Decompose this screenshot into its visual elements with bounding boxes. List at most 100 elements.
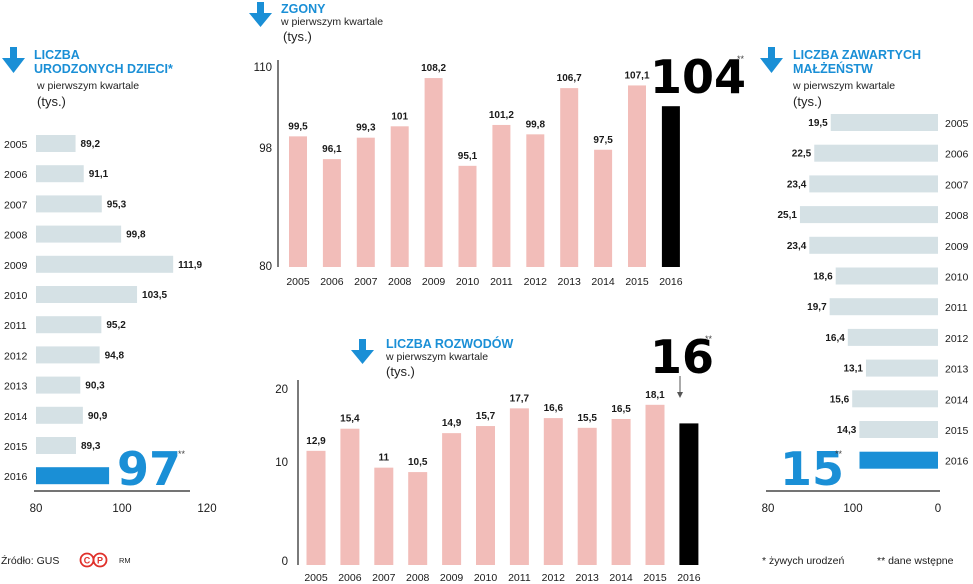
deaths-year-label: 2009 [422,276,446,288]
births-value-label: 91,1 [89,169,109,180]
svg-text:C: C [84,556,91,566]
marriages-bar [852,390,938,408]
divorces-tick-20: 20 [275,384,288,396]
arrow-down-icon [2,47,25,73]
marriages-value-label: 18,6 [813,272,833,283]
births-bar [36,406,83,424]
divorces-bar [679,423,699,565]
deaths-tick-110: 110 [254,62,272,74]
deaths-value-label: 99,8 [526,119,546,130]
marriages-bar [835,267,938,285]
divorces-value-label: 10,5 [408,457,428,468]
births-value-label: 103,5 [142,290,167,301]
footnote-births: * żywych urodzeń [762,555,844,567]
divorces-title: LICZBA ROZWODÓW [386,336,513,351]
marriages-year-label: 2010 [945,272,969,284]
births-highlight-value: 97 [117,442,181,496]
marriages-value-label: 23,4 [787,241,807,252]
divorces-year-label: 2013 [576,572,600,584]
marriages-value-label: 23,4 [787,179,807,190]
births-title-line1: LICZBA [34,48,80,62]
marriages-bar [809,175,938,193]
marriages-bar [865,359,938,377]
deaths-value-label: 99,5 [288,121,308,132]
births-bar [36,165,84,183]
births-subtitle: w pierwszym kwartale [36,80,139,92]
divorces-year-label: 2009 [440,572,464,584]
deaths-value-label: 101,2 [489,110,514,121]
marriages-highlight-value: 15 [780,442,844,496]
divorces-value-label: 11 [379,453,390,464]
deaths-value-label: 96,1 [322,144,342,155]
births-bars: 2005 89,2 2006 91,1 2007 95,3 2008 99,8 2009 111,… [4,135,203,485]
marriages-value-label: 22,5 [792,149,812,160]
births-year-label: 2016 [4,471,28,483]
divorces-year-label: 2012 [542,572,566,584]
divorces-bar [442,433,462,565]
deaths-bars: 99,5 2005 96,1 2006 99,3 2007 101 2008 108,2 2009… [286,63,682,288]
deaths-value-label: 99,3 [356,123,376,134]
author-initials: RM [119,556,131,565]
deaths-year-label: 2010 [456,276,480,288]
deaths-bar [424,78,443,267]
deaths-bar [492,124,511,268]
births-year-label: 2005 [4,139,28,151]
arrow-down-icon [249,2,272,27]
deaths-tick-80: 80 [259,261,272,273]
births-bar [36,195,102,213]
divorces-value-label: 17,7 [510,393,530,404]
deaths-year-label: 2016 [659,276,683,288]
marriages-bar [829,298,938,316]
deaths-bar [289,136,307,267]
marriages-panel: LICZBA ZAWARTYCH MAŁŻEŃSTW w pierwszym k… [760,47,969,515]
divorces-bar [509,408,529,565]
marriages-year-label: 2016 [945,456,969,468]
marriages-value-label: 25,1 [777,210,797,221]
deaths-bar [628,85,646,268]
divorces-bar [306,450,326,565]
marriages-value-label: 19,7 [807,302,827,313]
marriages-bar [859,451,938,469]
deaths-bar [661,106,680,267]
births-value-label: 90,9 [88,411,108,422]
copyright-logo: C P [79,552,108,568]
deaths-subtitle: w pierwszym kwartale [280,16,383,28]
deaths-year-label: 2015 [625,276,649,288]
births-tick-100: 100 [112,503,131,515]
divorces-value-label: 14,9 [442,418,462,429]
marriages-subtitle: w pierwszym kwartale [792,80,895,92]
divorces-value-label: 12,9 [306,436,326,447]
marriages-tick-100: 100 [843,503,862,515]
marriages-year-label: 2012 [945,333,969,345]
deaths-value-label: 95,1 [458,151,478,162]
deaths-year-label: 2012 [524,276,548,288]
divorces-year-label: 2016 [677,572,701,584]
births-year-label: 2013 [4,381,28,393]
marriages-bar [859,421,938,438]
births-bar [36,376,81,394]
births-unit: (tys.) [37,94,66,109]
births-year-label: 2014 [4,411,28,423]
deaths-panel: ZGONY w pierwszym kwartale (tys.) 110 98… [249,2,746,288]
divorces-year-label: 2015 [643,572,667,584]
births-year-label: 2007 [4,199,28,211]
births-bar [36,316,102,334]
divorces-value-label: 16,6 [544,403,564,414]
deaths-value-label: 106,7 [557,73,582,84]
marriages-year-label: 2009 [945,241,969,253]
deaths-year-label: 2005 [286,276,310,288]
marriages-year-label: 2014 [945,394,969,406]
deaths-bar [526,134,545,267]
divorces-value-label: 18,1 [645,390,665,401]
footnote-preliminary: ** dane wstępne [877,555,954,567]
births-value-label: 95,2 [106,320,126,331]
divorces-bar [408,472,428,565]
deaths-year-label: 2013 [558,276,582,288]
deaths-year-label: 2008 [388,276,412,288]
marriages-year-label: 2007 [945,179,969,191]
pointer-arrow-icon [677,376,683,398]
divorces-year-label: 2014 [609,572,633,584]
marriages-unit: (tys.) [793,94,822,109]
deaths-unit: (tys.) [283,29,312,44]
